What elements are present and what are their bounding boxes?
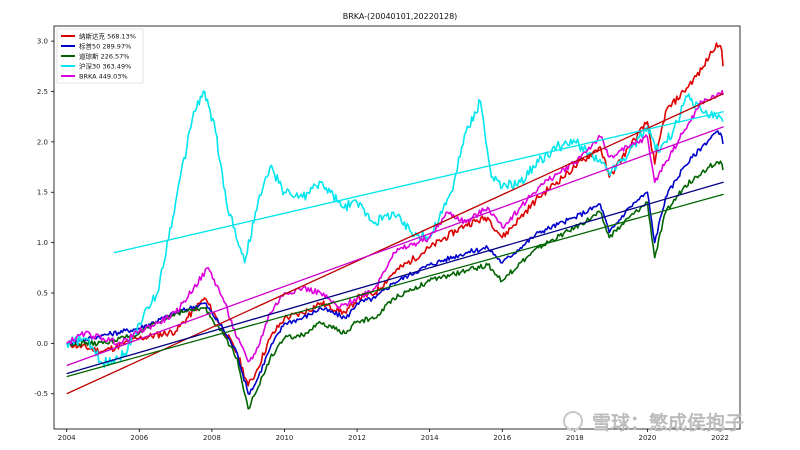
axis-layer: -0.5 0.0 0.5 1.0 1.5 2.0 2.5 3.0 2004 2006 2008 201…	[34, 38, 729, 442]
legend-label: 沪深30 363.49%	[79, 61, 131, 70]
legend-box	[56, 28, 144, 84]
legend: 纳斯达克 568.13%标普50 289.97%道琼斯 226.57%沪深30 …	[56, 28, 144, 84]
x-tick-label: 2018	[566, 434, 584, 442]
chart-title: BRKA-(20040101,20220128)	[343, 12, 458, 21]
x-tick-label: 2016	[493, 434, 511, 442]
x-tick-label: 2022	[711, 434, 729, 442]
plot-frame	[53, 25, 741, 430]
y-tick-label: 0.0	[37, 340, 48, 348]
trend-line-0	[66, 92, 724, 395]
watermark-logo-icon	[563, 411, 583, 431]
legend-label: 纳斯达克 568.13%	[79, 31, 136, 40]
trend-line-4	[66, 126, 724, 367]
series-line-4	[66, 89, 724, 363]
x-tick-label: 2012	[348, 434, 366, 442]
x-tick-label: 2008	[203, 434, 221, 442]
y-tick-label: -0.5	[34, 390, 48, 398]
legend-label: 道琼斯 226.57%	[79, 51, 130, 60]
trend-line-1	[66, 181, 724, 375]
trend-line-3	[113, 111, 724, 254]
y-tick-label: 1.0	[37, 239, 48, 247]
watermark-text: 雪球：慜成侯抱子	[592, 411, 744, 434]
x-tick-label: 2020	[639, 434, 657, 442]
x-tick-label: 2006	[130, 434, 148, 442]
y-tick-label: 2.5	[37, 88, 48, 96]
series-line-3	[65, 90, 724, 368]
x-tick-label: 2010	[276, 434, 294, 442]
legend-label: 标普50 289.97%	[79, 41, 131, 50]
watermark: 雪球：慜成侯抱子	[563, 411, 744, 434]
y-tick-label: 0.5	[37, 289, 48, 297]
y-tick-label: 1.5	[37, 189, 48, 197]
legend-label: BRKA 449.03%	[79, 72, 128, 80]
trend-line-2	[66, 193, 724, 378]
data-layer	[65, 42, 724, 410]
y-tick-label: 3.0	[37, 38, 48, 46]
x-tick-label: 2014	[421, 434, 439, 442]
y-tick-label: 2.0	[37, 138, 48, 146]
x-tick-label: 2004	[58, 434, 76, 442]
